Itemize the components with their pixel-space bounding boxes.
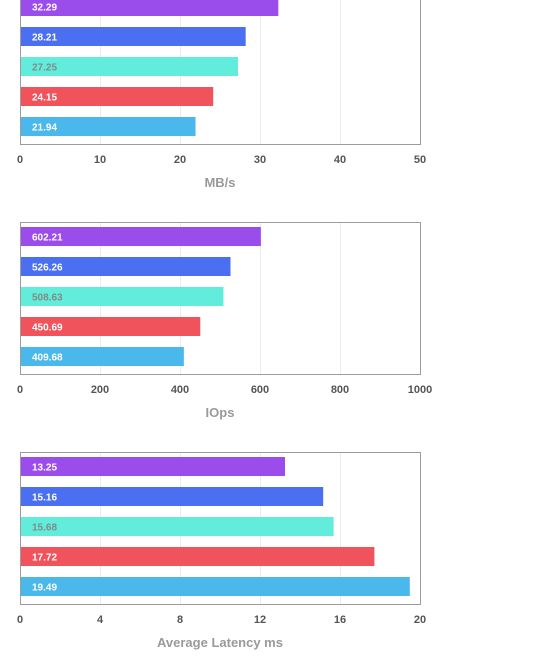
mbps-bar: [21, 27, 246, 46]
latency-axis-title: Average Latency ms: [157, 635, 283, 650]
mbps-tick-label: 30: [254, 154, 266, 166]
latency-tick-label: 16: [334, 614, 346, 626]
latency-tick-label: 4: [97, 614, 104, 626]
mbps-tick-label: 20: [174, 154, 186, 166]
latency-chart: 13.25 15.16 15.68 17.72 19.49 0 4 8 12 16 20 Averag…: [17, 452, 426, 650]
latency-bar: [21, 547, 375, 566]
iops-bar: [21, 227, 261, 246]
iops-bar: [21, 257, 231, 276]
latency-bar: [21, 517, 334, 536]
iops-bar-value-label: 602.21: [32, 233, 63, 244]
mbps-bar-value-label: 27.25: [32, 63, 57, 74]
mbps-bar-value-label: 32.29: [32, 3, 57, 14]
iops-chart: 602.21 526.26 508.63 450.69 409.68 0 200 400 600…: [17, 222, 432, 420]
iops-bar-value-label: 508.63: [32, 293, 63, 304]
mbps-chart: 32.29 28.21 27.25 24.15 21.94 0 10 20 30 40 50 MB/s: [17, 0, 426, 190]
mbps-plot-frame: [20, 0, 421, 145]
latency-tick-label: 20: [414, 614, 426, 626]
mbps-tick-label: 10: [94, 154, 106, 166]
latency-bar-value-label: 17.72: [32, 553, 57, 564]
latency-tick-label: 0: [17, 614, 23, 626]
iops-tick-label: 1000: [408, 384, 432, 396]
latency-bar-value-label: 15.68: [32, 523, 57, 534]
latency-bar-value-label: 15.16: [32, 493, 57, 504]
iops-bar: [21, 347, 184, 366]
mbps-tick-label: 40: [334, 154, 346, 166]
latency-bar-value-label: 13.25: [32, 463, 57, 474]
iops-tick-label: 400: [171, 384, 189, 396]
iops-bar-value-label: 450.69: [32, 323, 63, 334]
latency-bar: [21, 577, 410, 596]
mbps-bar: [21, 57, 238, 76]
iops-bar-value-label: 409.68: [32, 353, 63, 364]
iops-bar-value-label: 526.26: [32, 263, 63, 274]
iops-tick-label: 800: [331, 384, 349, 396]
latency-bar: [21, 457, 285, 476]
latency-tick-label: 12: [254, 614, 266, 626]
latency-tick-label: 8: [177, 614, 183, 626]
iops-bar: [21, 317, 201, 336]
mbps-bar: [21, 117, 196, 136]
mbps-tick-label: 0: [17, 154, 23, 166]
iops-bar: [21, 287, 224, 306]
iops-tick-label: 600: [251, 384, 269, 396]
iops-tick-label: 0: [17, 384, 23, 396]
mbps-bar: [21, 0, 279, 16]
mbps-tick-label: 50: [414, 154, 426, 166]
mbps-bar-value-label: 28.21: [32, 33, 57, 44]
mbps-bar: [21, 87, 214, 106]
iops-tick-label: 200: [91, 384, 109, 396]
latency-bar: [21, 487, 324, 506]
latency-plot-frame: [20, 452, 421, 605]
mbps-bar-value-label: 21.94: [32, 123, 57, 134]
mbps-axis-title: MB/s: [204, 175, 235, 190]
iops-plot-frame: [20, 222, 421, 375]
latency-bar-value-label: 19.49: [32, 583, 57, 594]
iops-axis-title: IOps: [206, 405, 235, 420]
mbps-bar-value-label: 24.15: [32, 93, 57, 104]
